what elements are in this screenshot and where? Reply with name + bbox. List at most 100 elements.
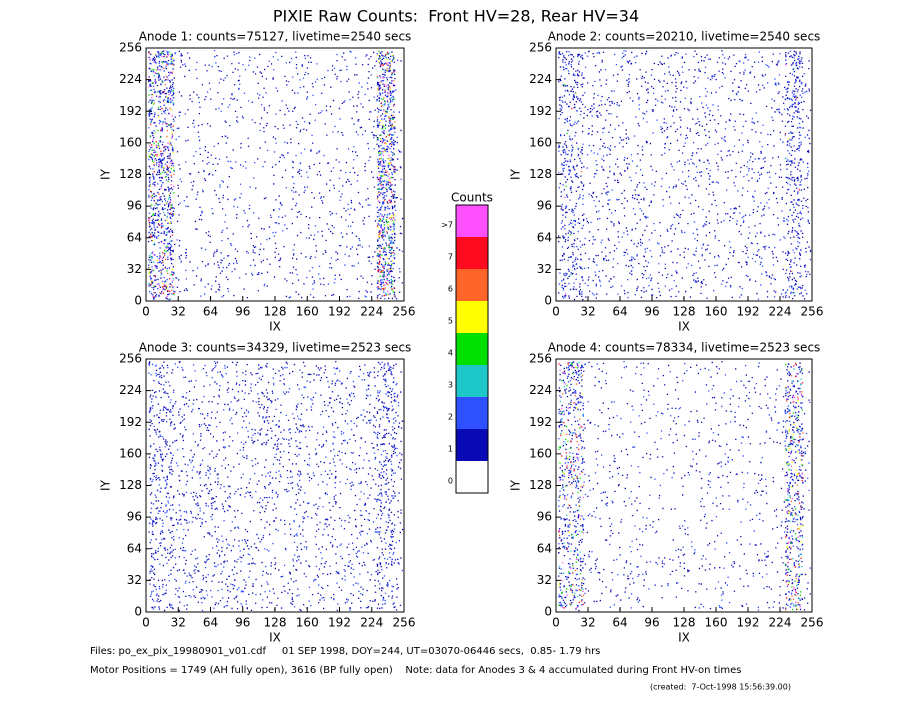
y-tick-label: 0 (134, 605, 142, 619)
x-tick-label: 96 (644, 616, 659, 630)
x-tick-label: 160 (705, 305, 728, 319)
y-tick-label: 32 (127, 262, 142, 276)
colorbar-label: 3 (448, 381, 453, 390)
colorbar-label: >7 (441, 221, 453, 230)
y-tick-label: 0 (134, 294, 142, 308)
x-tick-label: 64 (612, 305, 627, 319)
colorbar-swatch (456, 269, 488, 301)
y-axis-label: IY (509, 168, 523, 180)
x-tick-label: 0 (552, 616, 560, 630)
main-title: PIXIE Raw Counts: Front HV=28, Rear HV=3… (273, 7, 639, 26)
y-axis-label: IY (509, 479, 523, 491)
x-axis-label: IX (269, 320, 281, 334)
x-tick-label: 128 (264, 305, 287, 319)
y-tick-label: 128 (119, 478, 142, 492)
panel-title: Anode 4: counts=78334, livetime=2523 sec… (548, 341, 821, 355)
y-tick-label: 32 (537, 262, 552, 276)
y-tick-label: 224 (529, 72, 552, 86)
x-tick-label: 160 (296, 616, 319, 630)
y-tick-label: 64 (127, 541, 142, 555)
y-tick-label: 96 (537, 510, 552, 524)
x-tick-label: 128 (673, 616, 696, 630)
y-tick-label: 32 (127, 573, 142, 587)
x-axis-label: IX (269, 631, 281, 645)
panel-title: Anode 3: counts=34329, livetime=2523 sec… (139, 341, 412, 355)
x-tick-label: 32 (580, 305, 595, 319)
colorbar-frame (455, 204, 489, 494)
y-tick-label: 96 (127, 199, 142, 213)
colorbar-title: Counts (451, 191, 493, 205)
colorbar-label: 6 (448, 285, 453, 294)
x-tick-label: 224 (360, 305, 383, 319)
x-axis-label: IX (678, 631, 690, 645)
colorbar-swatch (456, 365, 488, 397)
y-tick-label: 64 (127, 230, 142, 244)
panel-title: Anode 2: counts=20210, livetime=2540 sec… (548, 30, 821, 44)
x-tick-label: 128 (673, 305, 696, 319)
y-tick-label: 160 (119, 446, 142, 460)
x-tick-label: 224 (360, 616, 383, 630)
x-tick-label: 32 (171, 616, 186, 630)
y-tick-label: 192 (119, 415, 142, 429)
y-axis-label: IY (99, 168, 113, 180)
x-tick-label: 0 (142, 616, 150, 630)
x-tick-label: 192 (328, 305, 351, 319)
colorbar-swatch (456, 237, 488, 269)
y-tick-label: 160 (529, 135, 552, 149)
footer-files: Files: po_ex_pix_19980901_v01.cdf 01 SEP… (90, 646, 600, 657)
colorbar-swatch (456, 301, 488, 333)
colorbar-swatch (456, 205, 488, 237)
x-tick-label: 0 (142, 305, 150, 319)
colorbar-label: 2 (448, 413, 453, 422)
x-tick-label: 256 (801, 616, 824, 630)
x-tick-label: 0 (552, 305, 560, 319)
x-tick-label: 192 (328, 616, 351, 630)
y-tick-label: 96 (537, 199, 552, 213)
x-tick-label: 64 (203, 616, 218, 630)
count-texture (558, 50, 812, 301)
colorbar-label: 4 (448, 349, 453, 358)
x-tick-label: 32 (171, 305, 186, 319)
y-tick-label: 160 (119, 135, 142, 149)
footer-created: (created: 7-Oct-1998 15:56:39.00) (650, 683, 791, 692)
y-tick-label: 224 (119, 383, 142, 397)
y-tick-label: 192 (119, 104, 142, 118)
y-tick-label: 256 (119, 352, 142, 366)
x-tick-label: 224 (769, 305, 792, 319)
y-tick-label: 128 (529, 478, 552, 492)
y-tick-label: 256 (529, 41, 552, 55)
panel-title: Anode 1: counts=75127, livetime=2540 sec… (139, 30, 412, 44)
x-tick-label: 256 (393, 305, 416, 319)
x-axis-label: IX (678, 320, 690, 334)
x-tick-label: 256 (393, 616, 416, 630)
colorbar-label: 1 (448, 445, 453, 454)
x-tick-label: 160 (296, 305, 319, 319)
colorbar-swatch (456, 429, 488, 461)
x-tick-label: 256 (801, 305, 824, 319)
y-tick-label: 0 (544, 605, 552, 619)
y-tick-label: 224 (119, 72, 142, 86)
y-tick-label: 128 (119, 167, 142, 181)
x-tick-label: 192 (737, 305, 760, 319)
colorbar-label: 0 (448, 477, 453, 486)
colorbar-swatch (456, 333, 488, 365)
y-tick-label: 32 (537, 573, 552, 587)
y-tick-label: 256 (529, 352, 552, 366)
y-tick-label: 192 (529, 415, 552, 429)
x-tick-label: 192 (737, 616, 760, 630)
y-tick-label: 96 (127, 510, 142, 524)
y-tick-label: 64 (537, 230, 552, 244)
footer-motor: Motor Positions = 1749 (AH fully open), … (90, 665, 742, 676)
x-tick-label: 224 (769, 616, 792, 630)
x-tick-label: 96 (235, 616, 250, 630)
x-tick-label: 160 (705, 616, 728, 630)
y-tick-label: 0 (544, 294, 552, 308)
y-tick-label: 256 (119, 41, 142, 55)
colorbar-swatch (456, 461, 488, 493)
y-tick-label: 224 (529, 383, 552, 397)
y-tick-label: 160 (529, 446, 552, 460)
x-tick-label: 64 (612, 616, 627, 630)
colorbar-swatch (456, 397, 488, 429)
x-tick-label: 64 (203, 305, 218, 319)
